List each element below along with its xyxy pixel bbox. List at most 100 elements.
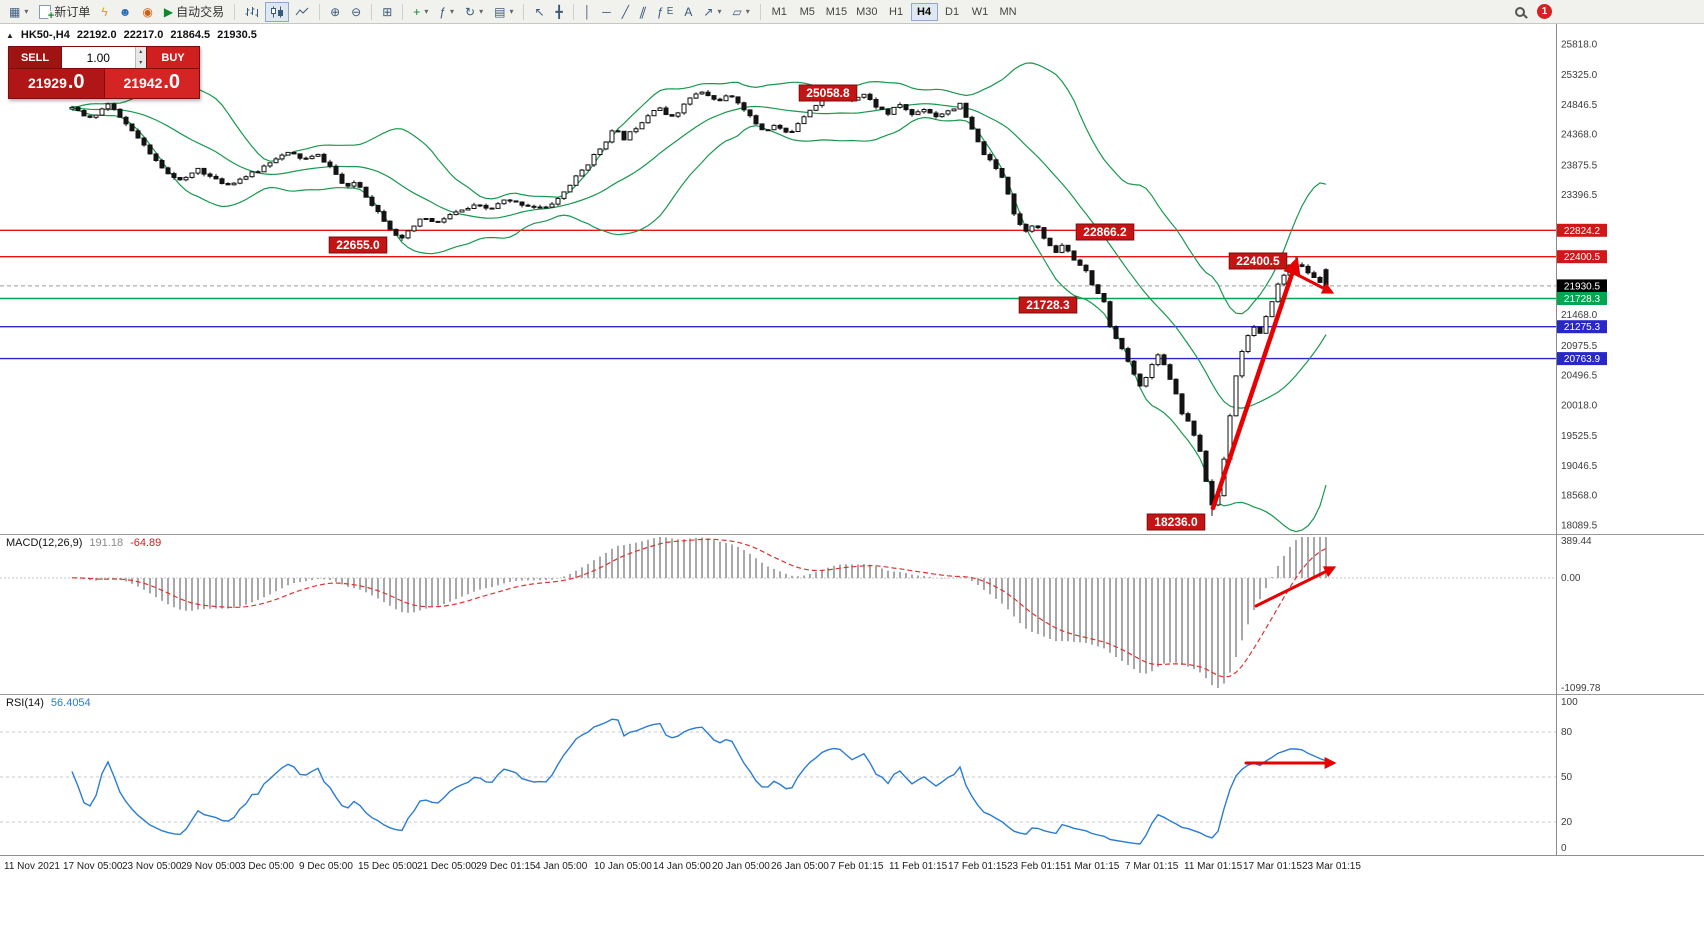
candle-body [441,218,447,223]
arrow-tool-button[interactable]: ↗ ▾ [698,2,726,22]
price-tag[interactable] [798,84,858,102]
candle-body [579,169,585,177]
volume-input[interactable] [62,47,135,68]
one-click-trading-panel: SELL ▴ ▾ BUY 21929.0 21942 [8,46,200,99]
candle-body [1179,393,1185,415]
community-button[interactable]: ☻ [114,2,137,22]
new-order-label: 新订单 [54,5,91,19]
one-click-toggle-icon[interactable]: ▲ [6,30,14,40]
channel-tool-button[interactable]: ∥ [635,2,651,22]
buy-price[interactable]: 21942.0 [104,69,199,98]
candle-body [987,154,993,161]
price-axis-label: 20496.5 [1561,371,1598,382]
candlestick-chart-button[interactable] [265,1,290,22]
text-tool-button[interactable]: A [679,2,697,22]
toolbar-separator [402,3,404,20]
volume-down-button[interactable]: ▾ [135,57,146,68]
timeframe-m15[interactable]: M15 [822,3,851,21]
candle-body [1047,237,1053,247]
candle-body [801,116,807,125]
candle-body [249,171,255,178]
candle-body [771,124,777,131]
price-tag-text: 18236.0 [1154,515,1198,529]
market-button[interactable]: ◉ [137,2,157,22]
candle-body [597,148,603,155]
candle-body [435,220,441,223]
main-chart-canvas[interactable]: 25818.0 25325.0 24846.5 24368.0 23875.5 23396… [0,24,1704,534]
trendline-tool-button[interactable]: ╱ [617,2,634,22]
sell-price[interactable]: 21929.0 [9,69,105,98]
toolbar-separator [759,3,761,20]
time-axis-label: 29 Nov 05:00 [181,861,241,872]
buy-button[interactable]: BUY [147,47,199,68]
cursor-tool-button[interactable]: ↖ [529,2,549,22]
price-tag[interactable] [1146,513,1206,531]
candle-body [69,106,75,110]
trend-arrow[interactable] [1254,566,1337,608]
candle-body [1095,284,1101,294]
timeframe-m30[interactable]: M30 [852,3,881,21]
crosshair-tool-button[interactable]: ╋ [551,2,568,22]
timeframe-h4[interactable]: H4 [910,2,938,21]
horizontal-line-tool-button[interactable]: ─ [597,2,616,22]
new-order-button[interactable]: + 新订单 [34,2,95,22]
notification-badge[interactable]: 1 [1537,4,1552,19]
macd-canvas[interactable]: 389.44 0.00 -1099.78 [0,534,1704,694]
template-button[interactable]: ▤ ▾ [489,2,518,22]
candle-body [201,167,207,175]
candle-body [261,165,267,173]
bar-chart-button[interactable] [240,2,264,22]
shapes-tool-button[interactable]: ▱ ▾ [727,2,754,22]
trend-arrow[interactable] [1210,256,1301,511]
candle-body [1251,326,1257,337]
candle-body [399,234,405,239]
time-axis[interactable]: 11 Nov 2021 17 Nov 05:00 23 Nov 05:00 29 No… [0,855,1704,879]
candle-body [477,204,483,207]
timeframe-w1[interactable]: W1 [967,3,994,21]
line-chart-button[interactable] [290,2,314,22]
candle-body [393,228,399,236]
zoom-in-button[interactable]: ⊕ [325,2,345,22]
mql-button[interactable]: ϟ [96,2,112,22]
tile-windows-button[interactable]: ⊞ [377,2,397,22]
sell-button[interactable]: SELL [9,47,61,68]
candle-body [327,161,333,167]
vertical-line-tool-button[interactable]: │ [579,2,597,22]
time-axis-label: 17 Nov 05:00 [63,861,123,872]
timeframe-m1[interactable]: M1 [766,3,793,21]
candle-body [459,209,465,213]
timeframe-m5[interactable]: M5 [794,3,821,21]
indicator-list-button[interactable]: ƒ ▾ [434,2,459,22]
price-tag[interactable] [1018,296,1078,314]
candle-body [621,130,627,141]
price-axis-label: 23875.5 [1561,160,1598,171]
time-axis-label: 11 Nov 2021 [4,861,60,872]
candle-body [219,178,225,185]
candle-body [861,93,867,98]
search-icon[interactable] [1515,6,1525,17]
autotrade-button[interactable]: ▶ 自动交易 [159,2,229,22]
candle-body [1083,264,1089,272]
candle-body [189,172,195,178]
price-axis-label: 24368.0 [1561,130,1598,141]
new-chart-button[interactable]: ▦ ▾ [4,2,33,22]
volume-up-button[interactable]: ▴ [135,47,146,58]
candle-body [1011,193,1017,215]
timeframe-mn[interactable]: MN [995,3,1022,21]
zoom-out-button[interactable]: ⊖ [346,2,366,22]
timeframe-d1[interactable]: D1 [939,3,966,21]
rsi-label: RSI(14) 56.4054 [6,697,91,709]
price-tag[interactable] [1075,223,1135,241]
candle-body [591,154,597,166]
price-axis-box-value: 22824.2 [1564,226,1601,237]
bollinger-upper-band [71,62,1327,315]
rsi-canvas[interactable]: 100 80 50 20 0 [0,694,1704,855]
trend-arrow[interactable] [1288,269,1335,294]
price-axis-label: 25325.0 [1561,70,1598,81]
cycles-button[interactable]: ↻ ▾ [460,2,488,22]
indicators-button[interactable]: + ▾ [408,2,433,22]
price-tag[interactable] [328,236,388,254]
tile-windows-icon: ⊞ [382,4,393,19]
timeframe-h1[interactable]: H1 [883,3,910,21]
